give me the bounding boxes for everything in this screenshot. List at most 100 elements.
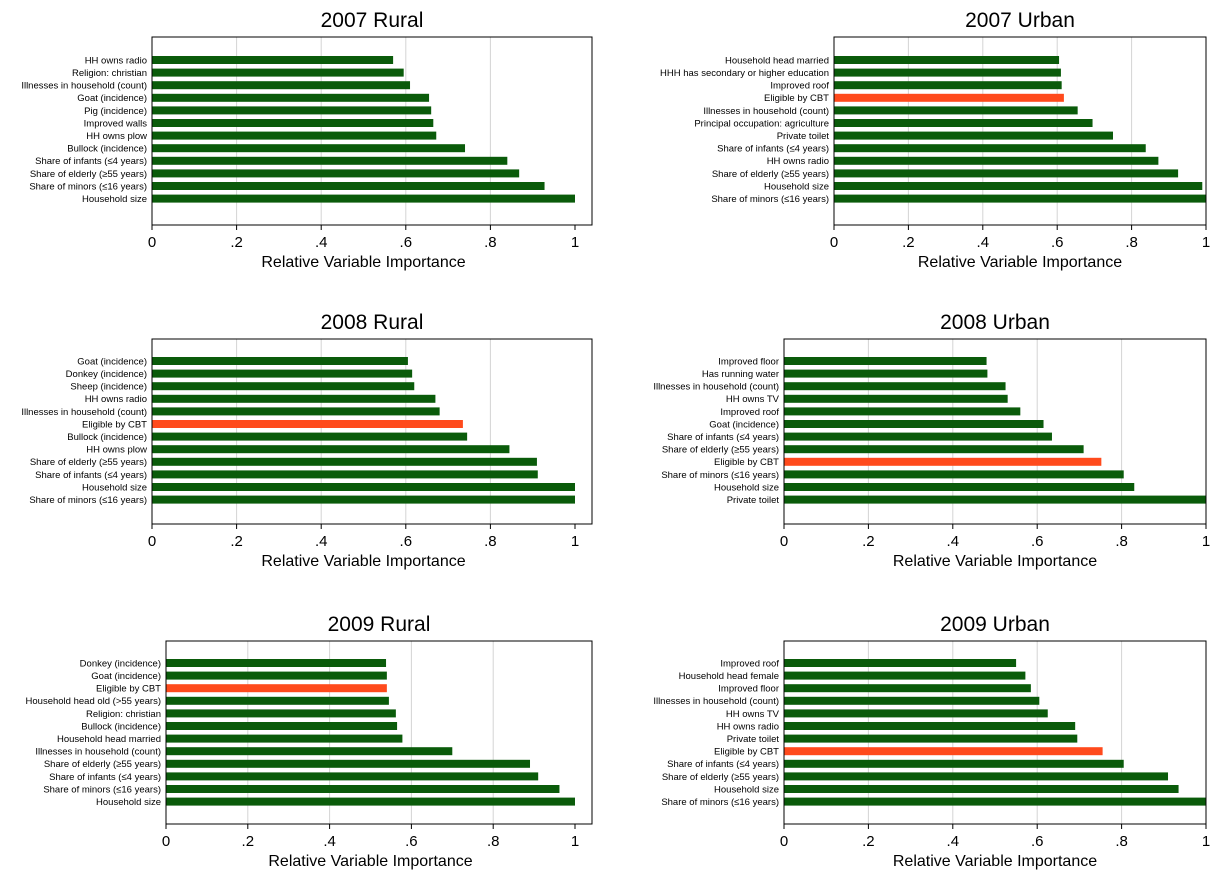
plot-frame bbox=[783, 640, 1207, 825]
bar-household-head-female bbox=[784, 671, 1026, 680]
bar-share-of-elderly-55-years bbox=[784, 772, 1169, 781]
bar-hh-owns-radio bbox=[784, 722, 1076, 730]
x-tick-label: .2 bbox=[242, 833, 255, 850]
category-label: Share of infants (≤4 years) bbox=[667, 432, 779, 443]
bar-improved-walls bbox=[152, 119, 434, 127]
category-label: Improved floor bbox=[718, 356, 779, 367]
category-label: Illnesses in household (count) bbox=[21, 81, 147, 92]
bar-household-head-married bbox=[834, 56, 1060, 64]
bar-household-head-married bbox=[166, 734, 403, 743]
bar-illnesses-in-household-count bbox=[784, 696, 1040, 705]
category-label: Household size bbox=[764, 181, 829, 192]
plot-frame bbox=[783, 338, 1207, 525]
category-label: Share of minors (≤16 years) bbox=[661, 797, 779, 808]
category-label: Illnesses in household (count) bbox=[35, 747, 161, 758]
bar-share-of-elderly-55-years bbox=[834, 169, 1179, 178]
category-label: Improved roof bbox=[720, 407, 779, 418]
bar-household-size bbox=[152, 194, 575, 203]
category-label: HH owns plow bbox=[86, 445, 147, 456]
category-label: Bullock (incidence) bbox=[67, 432, 147, 443]
bar-goat-incidence bbox=[784, 420, 1044, 428]
category-label: Goat (incidence) bbox=[77, 93, 147, 104]
category-label: HH owns radio bbox=[717, 721, 779, 732]
bar-improved-roof bbox=[834, 81, 1062, 90]
x-axis-title: Relative Variable Importance bbox=[893, 553, 1097, 570]
x-tick-label: .6 bbox=[1031, 833, 1044, 850]
category-label: Household size bbox=[82, 482, 147, 493]
bar-share-of-infants-4-years bbox=[834, 144, 1146, 153]
bar-share-of-minors-16-years bbox=[784, 797, 1206, 806]
bar-eligible-by-cbt bbox=[166, 684, 387, 693]
category-label: Private toilet bbox=[727, 495, 780, 506]
category-label: Illnesses in household (count) bbox=[703, 106, 829, 117]
bar-share-of-elderly-55-years bbox=[166, 759, 531, 768]
category-label: Share of minors (≤16 years) bbox=[43, 784, 161, 795]
x-axis-title: Relative Variable Importance bbox=[261, 553, 465, 570]
x-tick-label: .6 bbox=[400, 533, 413, 550]
category-label: HH owns radio bbox=[85, 55, 147, 66]
x-tick-label: .2 bbox=[230, 234, 243, 251]
category-label: HH owns radio bbox=[767, 156, 829, 167]
category-label: HH owns radio bbox=[85, 394, 147, 405]
category-label: Share of minors (≤16 years) bbox=[661, 470, 779, 481]
category-label: Bullock (incidence) bbox=[81, 721, 161, 732]
x-tick-label: 1 bbox=[1202, 234, 1210, 251]
category-label: Eligible by CBT bbox=[714, 747, 779, 758]
x-axis-title: Relative Variable Importance bbox=[268, 853, 472, 870]
category-label: Household head female bbox=[679, 671, 779, 682]
category-label: Religion: christian bbox=[86, 709, 161, 720]
category-label: Principal occupation: agriculture bbox=[694, 118, 829, 129]
chart-title: 2007 Urban bbox=[965, 9, 1075, 32]
category-label: Pig (incidence) bbox=[84, 106, 147, 117]
category-label: Share of minors (≤16 years) bbox=[29, 181, 147, 192]
x-tick-label: 0 bbox=[162, 833, 170, 850]
x-tick-label: 1 bbox=[1202, 533, 1210, 550]
category-label: Share of elderly (≥55 years) bbox=[662, 772, 779, 783]
x-tick-label: 0 bbox=[148, 533, 156, 550]
category-label: Eligible by CBT bbox=[82, 419, 147, 430]
x-tick-label: .2 bbox=[230, 533, 243, 550]
category-label: HHH has secondary or higher education bbox=[660, 68, 829, 79]
plot-frame bbox=[151, 338, 593, 525]
category-label: Religion: christian bbox=[72, 68, 147, 79]
x-tick-label: .4 bbox=[323, 833, 336, 850]
bar-principal-occupation-agriculture bbox=[834, 119, 1093, 127]
x-tick-label: .8 bbox=[484, 533, 497, 550]
bar-hhh-has-secondary-or-higher-education bbox=[834, 68, 1061, 77]
category-label: Donkey (incidence) bbox=[80, 658, 161, 669]
x-axis-title: Relative Variable Importance bbox=[261, 254, 465, 271]
x-tick-label: .2 bbox=[862, 533, 875, 550]
bar-illnesses-in-household-count bbox=[166, 747, 453, 756]
category-label: Share of infants (≤4 years) bbox=[717, 144, 829, 155]
x-tick-label: .6 bbox=[1031, 533, 1044, 550]
chart-2009-urban: 2009 Urban Improved roof Household head fe… bbox=[653, 613, 1210, 870]
bar-share-of-minors-16-years bbox=[152, 495, 575, 504]
x-axis-title: Relative Variable Importance bbox=[918, 254, 1122, 271]
bar-has-running-water bbox=[784, 369, 988, 378]
bar-eligible-by-cbt bbox=[152, 420, 463, 428]
bar-share-of-minors-16-years bbox=[166, 785, 560, 793]
bar-hh-owns-radio bbox=[152, 394, 436, 403]
category-label: Illnesses in household (count) bbox=[21, 407, 147, 418]
plot-frame bbox=[151, 36, 593, 226]
category-label: Share of minors (≤16 years) bbox=[711, 194, 829, 205]
x-tick-label: 1 bbox=[571, 533, 579, 550]
bar-hh-owns-radio bbox=[834, 156, 1159, 165]
x-tick-label: 0 bbox=[830, 234, 838, 251]
x-tick-label: .4 bbox=[977, 234, 990, 251]
bar-eligible-by-cbt bbox=[834, 93, 1064, 102]
category-label: Private toilet bbox=[777, 131, 830, 142]
category-label: Illnesses in household (count) bbox=[653, 696, 779, 707]
x-tick-label: .6 bbox=[400, 234, 413, 251]
category-label: Has running water bbox=[702, 369, 779, 380]
x-tick-label: .2 bbox=[862, 833, 875, 850]
category-label: Share of infants (≤4 years) bbox=[35, 470, 147, 481]
bar-illnesses-in-household-count bbox=[784, 382, 1006, 391]
bar-goat-incidence bbox=[152, 93, 430, 102]
chart-2008-rural: 2008 Rural Goat (incidence) Donkey (incide… bbox=[21, 311, 593, 570]
category-label: HH owns TV bbox=[726, 394, 780, 405]
plot-frame bbox=[833, 36, 1207, 226]
bar-household-size bbox=[166, 797, 575, 806]
bar-bullock-incidence bbox=[152, 144, 466, 153]
bar-illnesses-in-household-count bbox=[152, 407, 440, 416]
